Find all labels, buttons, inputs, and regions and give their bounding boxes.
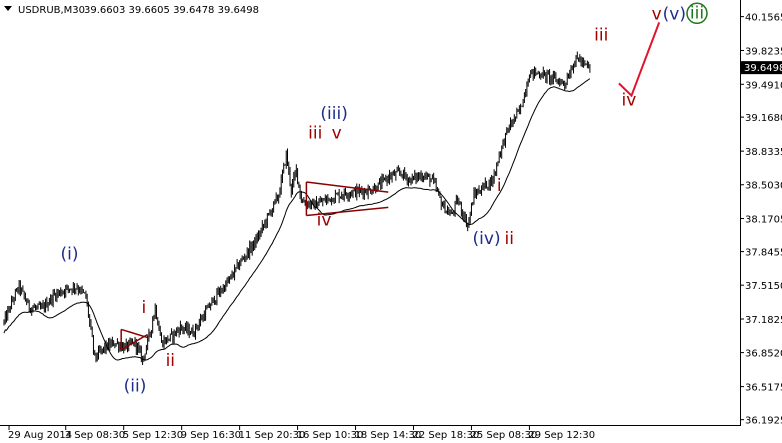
x-tick-label: 22 Sep 18:30 — [413, 430, 480, 441]
price-tag-background — [741, 61, 782, 75]
price-tag-value: 39.6498 — [744, 63, 782, 74]
wave-label: ii — [505, 229, 514, 249]
wave-label: iv — [622, 91, 637, 111]
symbol-label: USDRUB,M30 — [18, 5, 85, 16]
wave-label: (v) — [663, 4, 686, 24]
wave-label: ii — [166, 351, 175, 371]
wave-label: (iii) — [320, 104, 347, 124]
y-tick-label: 36.1925 — [745, 416, 782, 427]
chart-background — [0, 0, 740, 425]
projection-line — [618, 22, 661, 98]
wave-label: (ii) — [124, 376, 147, 396]
x-tick-label: 18 Sep 14:30 — [355, 430, 422, 441]
x-tick-label: 5 Sep 12:30 — [123, 430, 183, 441]
current-price-tag: 39.6498 — [741, 61, 782, 75]
candles-layer — [3, 51, 591, 366]
triangle-large-line — [306, 206, 389, 217]
y-tick-label: 39.8235 — [745, 46, 782, 57]
wave-label: iii — [594, 26, 608, 46]
wave-label: (i) — [61, 244, 79, 264]
y-tick-label: 38.5030 — [745, 181, 782, 192]
y-tick-label: 38.8335 — [745, 147, 782, 158]
ohlc-values: 39.6603 39.6605 39.6478 39.6498 — [84, 5, 259, 16]
y-tick-label: 37.8455 — [745, 248, 782, 259]
x-tick-label: 25 Sep 08:30 — [470, 430, 537, 441]
wave-label: iv — [317, 211, 332, 231]
y-tick-label: 36.8520 — [745, 349, 782, 360]
y-tick-label: 39.1680 — [745, 113, 782, 124]
y-tick-label: 38.1705 — [745, 215, 782, 226]
wave-label: v — [332, 123, 342, 143]
y-ticks-layer: 40.1565 39.8235 39.4910 39.1680 38.8335 38.50… — [740, 13, 782, 427]
wave-label: i — [141, 298, 146, 318]
triangles-layer — [120, 181, 389, 351]
moving-average-line — [3, 78, 591, 361]
x-tick-label: 9 Sep 16:30 — [181, 430, 241, 441]
y-tick-label: 39.4910 — [745, 80, 782, 91]
y-tick-label: 36.5175 — [745, 383, 782, 394]
triangle-small-line — [120, 333, 149, 351]
y-tick-label: 40.1565 — [745, 13, 782, 24]
y-tick-label: 37.5150 — [745, 281, 782, 292]
x-tick-label: 3 Sep 08:30 — [65, 430, 125, 441]
x-tick-label: 29 Sep 12:30 — [528, 430, 595, 441]
y-tick-label: 37.1825 — [745, 315, 782, 326]
wave-circle — [686, 2, 708, 25]
x-tick-label: 29 Aug 2014 — [8, 430, 72, 441]
triangle-large-line — [306, 181, 389, 193]
projection-layer — [618, 22, 661, 98]
wave-circle-label: iii — [690, 3, 704, 23]
moving-average-layer — [3, 78, 591, 361]
header-arrow-icon — [4, 6, 12, 11]
wave-label: v — [652, 4, 662, 24]
chart-header: USDRUB,M30 39.6603 39.6605 39.6478 39.64… — [4, 5, 259, 16]
x-tick-label: 16 Sep 10:30 — [297, 430, 364, 441]
x-tick-label: 11 Sep 20:30 — [239, 430, 306, 441]
wave-label: i — [497, 176, 502, 196]
wave-label: (iv) — [473, 229, 501, 249]
wave-label: iii — [308, 123, 322, 143]
